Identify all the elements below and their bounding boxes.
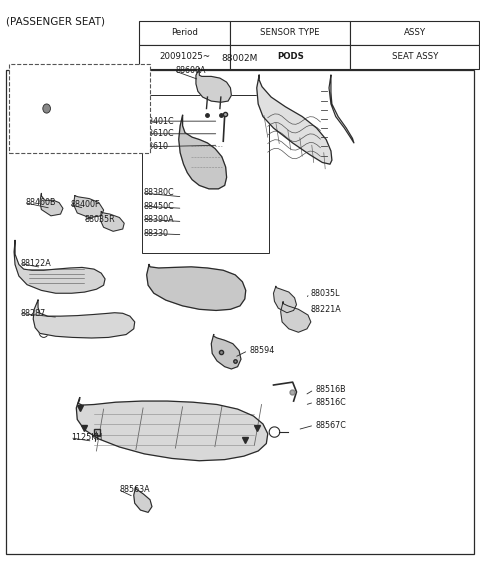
Bar [6, 70, 474, 554]
Polygon shape [179, 116, 227, 189]
Polygon shape [100, 212, 124, 231]
Polygon shape [281, 302, 311, 332]
Bar [230, 21, 350, 45]
Bar [350, 21, 480, 45]
Bar [350, 45, 480, 69]
Bar [142, 95, 269, 253]
Text: 88401C: 88401C [144, 117, 174, 126]
Text: 88035L: 88035L [311, 289, 340, 298]
Text: 88035R: 88035R [84, 215, 115, 224]
Text: 88287: 88287 [21, 309, 46, 318]
Circle shape [43, 104, 50, 113]
Text: 88380C: 88380C [144, 189, 174, 197]
Text: 88221A: 88221A [311, 305, 342, 314]
Text: 88600A: 88600A [175, 66, 206, 75]
Text: PODS: PODS [277, 52, 304, 62]
Text: (W/POWER): (W/POWER) [15, 70, 64, 79]
Text: 1125KH: 1125KH [72, 434, 103, 442]
Polygon shape [40, 193, 63, 216]
Text: 88516B: 88516B [316, 385, 346, 394]
Polygon shape [73, 196, 104, 217]
Polygon shape [43, 70, 120, 139]
Text: 88450C: 88450C [144, 202, 174, 210]
Bar [140, 45, 230, 69]
Text: 88122A: 88122A [21, 259, 51, 268]
Polygon shape [147, 264, 246, 310]
Polygon shape [329, 75, 354, 143]
Text: 88460B: 88460B [25, 198, 56, 207]
Bar [230, 45, 350, 69]
Text: 88122A: 88122A [108, 66, 139, 75]
Text: (PASSENGER SEAT): (PASSENGER SEAT) [6, 16, 106, 26]
Text: 88400F: 88400F [70, 200, 99, 209]
Text: 88390A: 88390A [144, 214, 174, 224]
Text: 20091025~: 20091025~ [159, 52, 211, 62]
Polygon shape [257, 75, 332, 164]
Text: 88610C: 88610C [144, 129, 174, 138]
Text: 88083: 88083 [27, 95, 52, 104]
Text: 88002M: 88002M [222, 53, 258, 63]
Polygon shape [274, 286, 297, 313]
Text: 88567C: 88567C [316, 421, 347, 430]
Text: 88594: 88594 [250, 346, 275, 355]
Polygon shape [76, 398, 268, 461]
Text: 88516C: 88516C [316, 398, 347, 407]
Polygon shape [33, 300, 135, 338]
Text: ASSY: ASSY [404, 28, 426, 37]
Text: SEAT ASSY: SEAT ASSY [392, 52, 438, 62]
Polygon shape [134, 487, 152, 512]
Text: 88563A: 88563A [120, 485, 150, 494]
Text: Period: Period [171, 28, 198, 37]
Polygon shape [211, 335, 241, 369]
Bar [140, 21, 230, 45]
Text: SENSOR TYPE: SENSOR TYPE [261, 28, 320, 37]
Polygon shape [196, 68, 231, 102]
Polygon shape [14, 240, 105, 293]
Text: 88330: 88330 [144, 228, 168, 237]
Bar [9, 64, 151, 153]
Text: 88610: 88610 [144, 143, 168, 151]
